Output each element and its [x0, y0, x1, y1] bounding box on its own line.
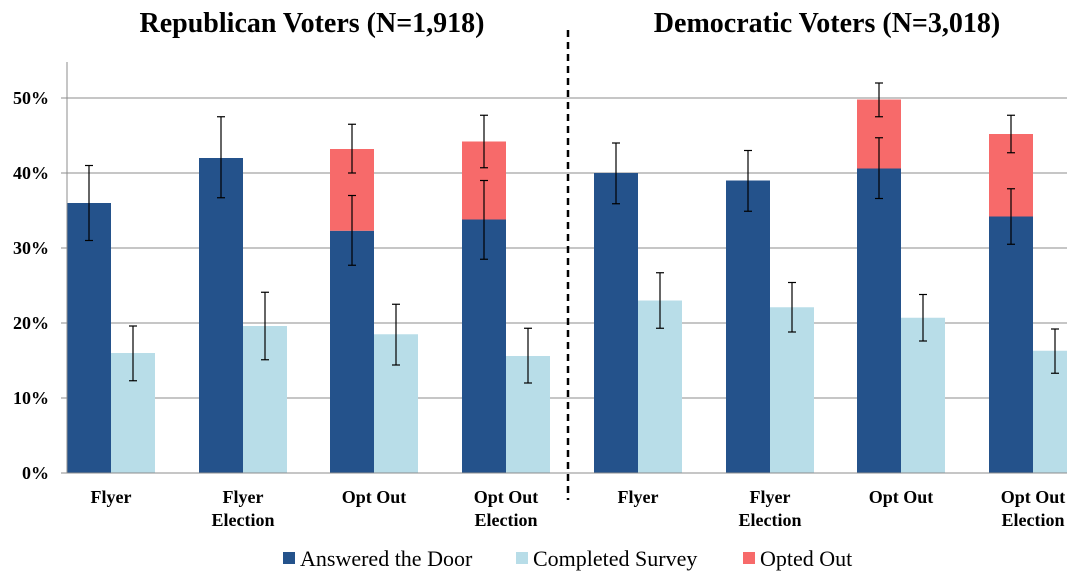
y-tick-label: 10% [13, 388, 49, 408]
bar-answered-the-door [594, 173, 638, 473]
category-label: Flyer [618, 487, 659, 507]
legend-label-opted: Opted Out [760, 546, 852, 571]
bar-answered-the-door [462, 219, 506, 473]
legend-swatch-opted [743, 552, 755, 564]
legend-swatch-answered [283, 552, 295, 564]
legend: Answered the Door Completed Survey Opted O… [283, 546, 852, 571]
bar-answered-the-door [67, 203, 111, 473]
bar-answered-the-door [989, 216, 1033, 473]
bar-completed-survey [901, 317, 945, 473]
legend-swatch-completed [516, 552, 528, 564]
y-tick-label: 50% [13, 88, 49, 108]
bar-answered-the-door [857, 168, 901, 473]
y-axis-ticks: 0% 10% 20% 30% 40% 50% [13, 88, 67, 483]
republican-chart-title: Republican Voters (N=1,918) [140, 8, 485, 39]
bar-completed-survey [638, 300, 682, 473]
bars [67, 99, 1067, 473]
legend-label-completed: Completed Survey [533, 546, 697, 571]
category-label: Opt Out [342, 487, 407, 507]
y-tick-label: 20% [13, 313, 49, 333]
error-bars [85, 82, 1059, 384]
democratic-chart-title: Democratic Voters (N=3,018) [654, 8, 1000, 39]
bar-answered-the-door [330, 230, 374, 473]
legend-label-answered: Answered the Door [300, 546, 473, 571]
y-tick-label: 0% [22, 463, 49, 483]
bar-completed-survey [770, 307, 814, 473]
category-labels: Flyer Flyer Election Opt Out Opt Out Election… [91, 487, 1066, 530]
category-label: Opt Out [869, 487, 934, 507]
category-label: Opt Out Election [474, 487, 539, 530]
category-label: Flyer Election [739, 487, 802, 530]
bar-answered-the-door [726, 180, 770, 473]
category-label: Flyer Election [212, 487, 275, 530]
y-tick-label: 40% [13, 163, 49, 183]
bar-answered-the-door [199, 158, 243, 473]
category-label: Opt Out Election [1001, 487, 1066, 530]
y-tick-label: 30% [13, 238, 49, 258]
category-label: Flyer [91, 487, 132, 507]
bar-completed-survey [1033, 350, 1067, 473]
